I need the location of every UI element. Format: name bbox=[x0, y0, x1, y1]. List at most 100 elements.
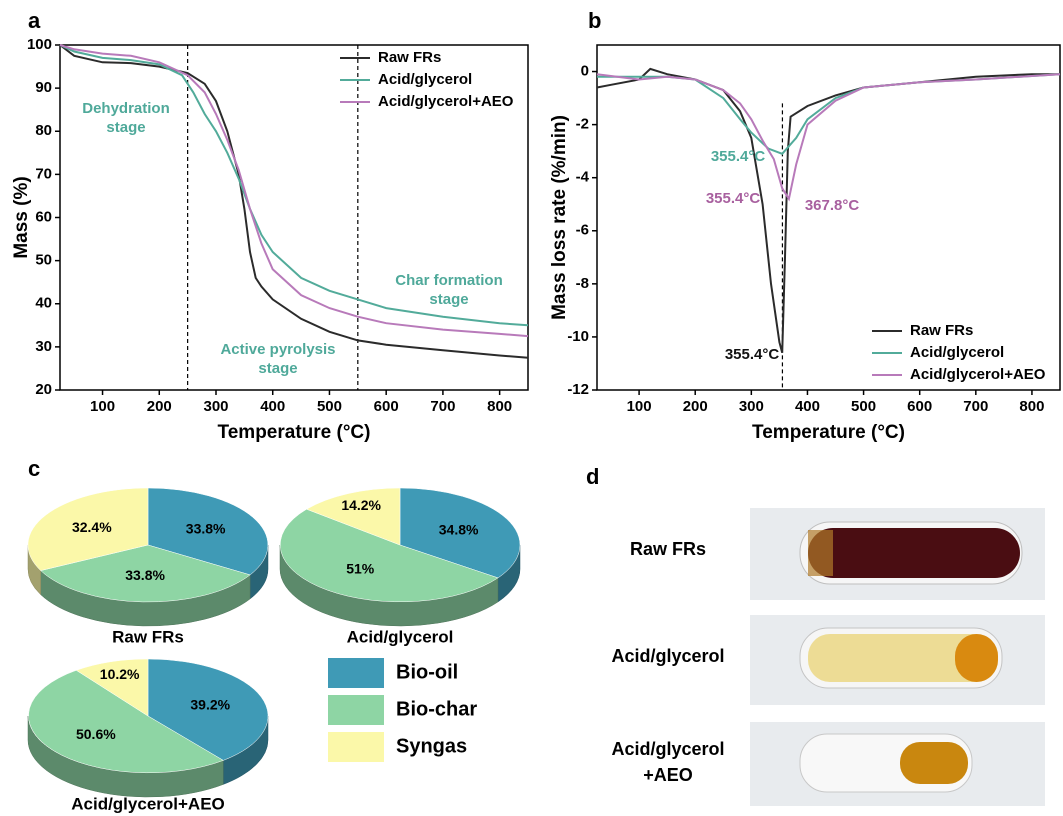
y-tick-label: 30 bbox=[35, 338, 52, 355]
value-label: 33.8% bbox=[125, 567, 165, 583]
x-tick-label: 300 bbox=[739, 398, 764, 415]
data-line bbox=[596, 73, 1061, 202]
x-tick-label: 700 bbox=[963, 398, 988, 415]
legend-label: Raw FRs bbox=[378, 49, 441, 66]
legend-label: Acid/glycerol+AEO bbox=[910, 366, 1046, 383]
y-tick-label: 40 bbox=[35, 295, 52, 312]
x-tick-label: 400 bbox=[795, 398, 820, 415]
x-tick-label: 400 bbox=[260, 398, 285, 415]
annotation: 367.8°C bbox=[805, 197, 860, 214]
y-axis-title: Mass (%) bbox=[11, 176, 32, 258]
pie-slice bbox=[279, 508, 499, 603]
annotation: stage bbox=[258, 360, 297, 377]
y-tick-label: 50 bbox=[35, 252, 52, 269]
x-tick-label: 800 bbox=[1019, 398, 1044, 415]
y-tick-label: 60 bbox=[35, 208, 52, 225]
y-tick-label: -10 bbox=[567, 328, 589, 345]
pie-title: Acid/glycerol+AEO bbox=[71, 794, 225, 813]
y-tick-label: -8 bbox=[576, 275, 589, 292]
y-tick-label: 20 bbox=[35, 381, 52, 398]
legend-swatch bbox=[328, 732, 384, 762]
annotation: 355.4°C bbox=[725, 346, 780, 363]
photo-label: +AEO bbox=[643, 765, 693, 785]
annotation: 355.4°C bbox=[711, 148, 766, 165]
x-tick-label: 300 bbox=[203, 398, 228, 415]
x-tick-label: 100 bbox=[90, 398, 115, 415]
x-tick-label: 600 bbox=[907, 398, 932, 415]
liquid bbox=[808, 528, 1020, 578]
x-tick-label: 200 bbox=[683, 398, 708, 415]
legend-label: Bio-oil bbox=[396, 661, 458, 683]
photo-label: Acid/glycerol bbox=[611, 739, 724, 759]
legend-swatch bbox=[328, 658, 384, 688]
annotation: stage bbox=[429, 291, 468, 308]
annotation: Active pyrolysis bbox=[220, 341, 335, 358]
annotation: Char formation bbox=[395, 272, 503, 289]
value-label: 33.8% bbox=[186, 520, 226, 536]
annotation: stage bbox=[106, 119, 145, 136]
photo-label: Raw FRs bbox=[630, 539, 706, 559]
liquid bbox=[808, 634, 998, 682]
legend-label: Syngas bbox=[396, 735, 467, 757]
y-tick-label: -2 bbox=[576, 116, 589, 133]
x-tick-label: 700 bbox=[430, 398, 455, 415]
x-tick-label: 600 bbox=[374, 398, 399, 415]
pie-slice bbox=[75, 658, 149, 717]
x-tick-label: 200 bbox=[147, 398, 172, 415]
x-tick-label: 500 bbox=[851, 398, 876, 415]
photo-panel bbox=[750, 508, 1045, 806]
value-label: 34.8% bbox=[439, 521, 479, 537]
liquid bbox=[808, 530, 833, 576]
value-label: 32.4% bbox=[72, 519, 112, 535]
data-line bbox=[59, 44, 529, 359]
value-label: 10.2% bbox=[100, 666, 140, 682]
legend-label: Acid/glycerol bbox=[910, 344, 1004, 361]
data-line bbox=[59, 44, 529, 327]
y-axis-title: Mass loss rate (%/min) bbox=[549, 115, 570, 320]
y-tick-label: 100 bbox=[27, 36, 52, 53]
pie-title: Raw FRs bbox=[112, 627, 184, 646]
value-label: 51% bbox=[346, 561, 375, 577]
pie-title: Acid/glycerol bbox=[347, 627, 454, 646]
data-line bbox=[59, 44, 529, 338]
panel-label: d bbox=[586, 464, 599, 489]
panel-label: c bbox=[28, 456, 40, 481]
y-tick-label: 80 bbox=[35, 122, 52, 139]
pie-slice bbox=[40, 544, 251, 603]
legend-label: Acid/glycerol+AEO bbox=[378, 93, 514, 110]
y-tick-label: -6 bbox=[576, 222, 589, 239]
pie-slice bbox=[399, 487, 521, 579]
y-tick-label: 0 bbox=[581, 63, 589, 80]
x-axis-title: Temperature (°C) bbox=[752, 422, 905, 443]
legend-label: Acid/glycerol bbox=[378, 71, 472, 88]
pie-slice bbox=[147, 658, 269, 761]
value-label: 39.2% bbox=[190, 696, 230, 712]
y-tick-label: -4 bbox=[576, 169, 590, 186]
x-axis-title: Temperature (°C) bbox=[218, 422, 371, 443]
panel-label: b bbox=[588, 8, 601, 33]
y-tick-label: 70 bbox=[35, 165, 52, 182]
liquid bbox=[900, 742, 968, 784]
annotation: Dehydration bbox=[82, 100, 170, 117]
annotation: 355.4°C bbox=[706, 190, 761, 207]
y-tick-label: -12 bbox=[567, 381, 589, 398]
legend-label: Bio-char bbox=[396, 698, 477, 720]
pie-slice bbox=[147, 487, 269, 576]
value-label: 14.2% bbox=[341, 497, 381, 513]
plot-frame bbox=[596, 44, 1061, 391]
liquid bbox=[955, 634, 998, 682]
pie-slice bbox=[306, 487, 401, 546]
data-line bbox=[597, 73, 1061, 155]
value-label: 50.6% bbox=[76, 726, 116, 742]
panel-label: a bbox=[28, 8, 41, 33]
photo-label: Acid/glycerol bbox=[611, 646, 724, 666]
pie-slice bbox=[27, 487, 149, 571]
y-tick-label: 90 bbox=[35, 79, 52, 96]
x-tick-label: 500 bbox=[317, 398, 342, 415]
pie-slice bbox=[28, 670, 224, 774]
legend-swatch bbox=[328, 695, 384, 725]
legend-label: Raw FRs bbox=[910, 322, 973, 339]
x-tick-label: 800 bbox=[487, 398, 512, 415]
